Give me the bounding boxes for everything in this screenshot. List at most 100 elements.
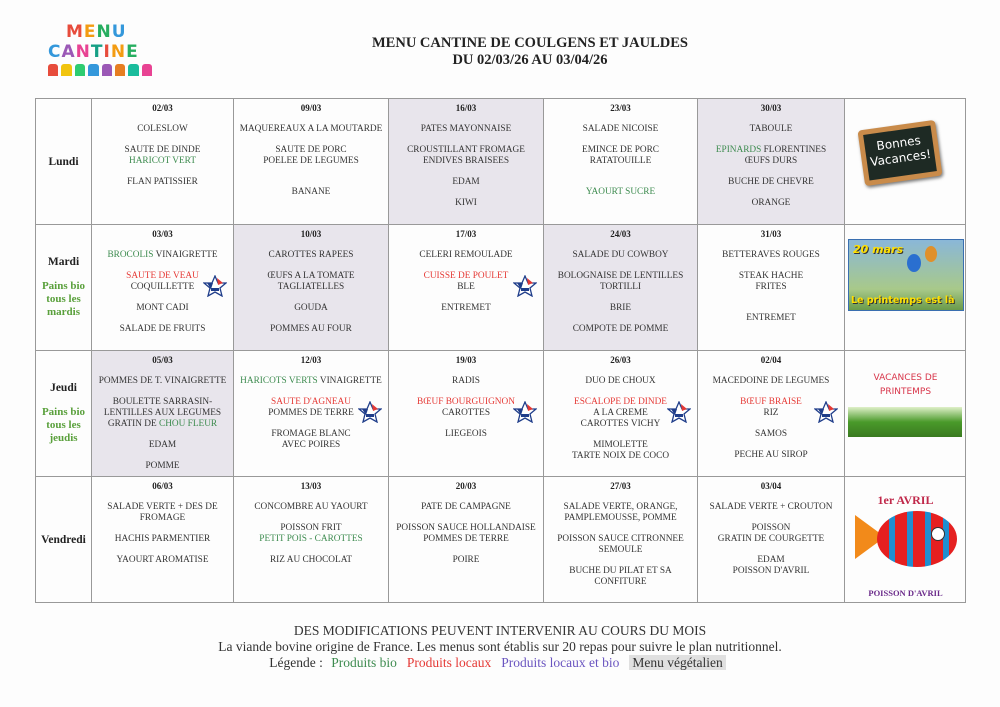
menu-item: CELERI REMOULADE — [419, 250, 513, 260]
menu-cell-content: 27/03 SALADE VERTE, ORANGE, PAMPLEMOUSSE, … — [544, 477, 697, 602]
menu-cell-content: 03/04 SALADE VERTE + CROUTON POISSON GRATIN… — [698, 477, 844, 602]
legend-label: Légende : — [269, 655, 327, 670]
menu-item: BŒUF BOURGUIGNON — [389, 397, 543, 408]
menu-item: POMMES DE TERRE — [268, 408, 354, 418]
picture-cell: Bonnes Vacances! — [844, 98, 966, 225]
menu-date: 20/03 — [455, 481, 477, 491]
menu-cell: 23/03 SALADE NICOISE EMINCE DE PORC RATATOU… — [543, 98, 698, 225]
menu-courses: BETTERAVES ROUGES STEAK HACHE FRITES ENTREM… — [698, 250, 844, 324]
menu-item: SEMOULE — [598, 545, 643, 555]
menu-courses: SALADE VERTE + DES DE FROMAGE HACHIS PARME… — [92, 502, 233, 566]
menu-item-text: VINAIGRETTE — [317, 376, 382, 386]
legend: Légende : Produits bio Produits locaux Pro… — [0, 655, 1000, 671]
menu-item: EPINARDS FLORENTINES — [698, 145, 844, 156]
menu-item: RATATOUILLE — [589, 156, 652, 166]
menu-item: RIZ AU CHOCOLAT — [269, 555, 353, 565]
menu-item: POELEE DE LEGUMES — [263, 156, 359, 166]
course-group: SALADE VERTE + DES DE FROMAGE — [92, 502, 233, 524]
menu-item-local: SAUTE D'AGNEAU — [271, 397, 351, 407]
course-group: MACEDOINE DE LEGUMES — [698, 376, 844, 387]
course-group: POISSON SAUCE HOLLANDAISE POMMES DE TERRE — [389, 523, 543, 545]
menu-item-local: SAUTE DE VEAU — [126, 271, 199, 281]
course-group: COLESLOW — [92, 124, 233, 135]
beef-origin-notice: La viande bovine origine de France. Les … — [218, 639, 782, 654]
menu-date: 30/03 — [760, 103, 782, 113]
menu-item: FRITES — [755, 282, 787, 292]
course-group: RADIS — [389, 376, 543, 387]
menu-courses: POMMES DE T. VINAIGRETTE BOULETTE SARRASI… — [92, 376, 233, 472]
menu-cell: 10/03 CAROTTES RAPEES ŒUFS A LA TOMATE TAGL… — [233, 224, 389, 351]
menu-item: SAUTE D'AGNEAU — [234, 397, 388, 408]
menu-item: CAROTTES VICHY — [580, 419, 661, 429]
menu-item: STEAK HACHE — [738, 271, 804, 281]
menu-courses: CAROTTES RAPEES ŒUFS A LA TOMATE TAGLIATEL… — [234, 250, 388, 335]
menu-cell: 02/04 MACEDOINE DE LEGUMES BŒUF BRAISE RIZ S… — [697, 350, 845, 477]
menu-item: ENTREMET — [441, 303, 491, 313]
course-group: CUISSE DE POULET BLE — [389, 271, 543, 293]
menu-cell-content: 26/03 DUO DE CHOUX ESCALOPE DE DINDE A LA C… — [544, 351, 697, 476]
course-group: POISSON FRIT PETIT POIS - CAROTTES — [234, 523, 388, 545]
course-group: EDAM — [389, 177, 543, 188]
menu-item: EMINCE DE PORC — [582, 145, 659, 155]
menu-item: POMME — [145, 461, 180, 471]
course-group: EMINCE DE PORC RATATOUILLE — [544, 145, 697, 167]
menu-item: AVEC POIRES — [281, 440, 341, 450]
course-group: BŒUF BRAISE RIZ — [698, 397, 844, 419]
menu-item-local: CUISSE DE POULET — [423, 271, 509, 281]
menu-cell-content: 03/03 BROCOLIS VINAIGRETTE SAUTE DE VEAU CO… — [92, 225, 233, 350]
menu-courses: HARICOTS VERTS VINAIGRETTE SAUTE D'AGNEAU… — [234, 376, 388, 451]
course-group: KIWI — [389, 198, 543, 209]
menu-item: EDAM — [452, 177, 480, 187]
menu-item: ŒUFS DURS — [744, 156, 798, 166]
course-group: GOUDA — [234, 303, 388, 314]
menu-item: RIZ — [763, 408, 779, 418]
menu-item: ORANGE — [751, 198, 791, 208]
menu-courses: RADIS BŒUF BOURGUIGNON CAROTTES LIEGEOIS — [389, 376, 543, 440]
course-group: POISSON SAUCE CITRONNEE SEMOULE — [544, 534, 697, 556]
menu-date: 02/03 — [152, 103, 173, 113]
course-group: SALADE VERTE, ORANGE, PAMPLEMOUSSE, POMME — [544, 502, 697, 524]
picture-cell: 1er AVRIL POISSON D'AVRIL — [844, 476, 966, 603]
menu-item-bio: BROCOLIS — [107, 250, 154, 260]
menu-cell: 20/03 PATE DE CAMPAGNE POISSON SAUCE HOLLA… — [388, 476, 544, 603]
menu-date: 03/03 — [152, 229, 173, 239]
course-group: COMPOTE DE POMME — [544, 324, 697, 335]
menu-cell: 12/03 HARICOTS VERTS VINAIGRETTE SAUTE D'A… — [233, 350, 389, 477]
course-group: SALADE DE FRUITS — [92, 324, 233, 335]
menu-item: FROMAGE BLANC — [271, 429, 351, 439]
menu-item: PAMPLEMOUSSE, POMME — [564, 513, 677, 523]
menu-date: 31/03 — [760, 229, 782, 239]
menu-cell: 03/04 SALADE VERTE + CROUTON POISSON GRATIN… — [697, 476, 845, 603]
course-group: TABOULE — [698, 124, 844, 135]
course-group: SAUTE D'AGNEAU POMMES DE TERRE — [234, 397, 388, 419]
day-label: Lundi — [48, 155, 79, 168]
picture-text: Le printemps est là — [851, 295, 955, 306]
menu-item-local: BŒUF BRAISE — [740, 397, 802, 407]
menu-item: A LA CREME — [593, 408, 648, 418]
menu-courses: SALADE DU COWBOY BOLOGNAISE DE LENTILLES T… — [544, 250, 697, 335]
menu-item: POMMES DE T. VINAIGRETTE — [98, 376, 227, 386]
course-group: POMME — [92, 461, 233, 472]
menu-item: PATE DE CAMPAGNE — [421, 502, 511, 512]
course-group: SAMOS — [698, 429, 844, 440]
course-group: SALADE VERTE + CROUTON — [698, 502, 844, 513]
menu-cell: 31/03 BETTERAVES ROUGES STEAK HACHE FRITES E… — [697, 224, 845, 351]
menu-item: SAUTE DE DINDE — [124, 145, 201, 155]
course-group: FLAN PATISSIER — [92, 177, 233, 188]
menu-row-lundi: Lundi 02/03 COLESLOW SAUTE DE DINDE HARICOT … — [35, 98, 966, 225]
menu-date: 24/03 — [610, 229, 631, 239]
menu-cell: 27/03 SALADE VERTE, ORANGE, PAMPLEMOUSSE, … — [543, 476, 698, 603]
course-group: YAOURT SUCRE — [544, 187, 697, 198]
menu-courses: BROCOLIS VINAIGRETTE SAUTE DE VEAU COQUILL… — [92, 250, 233, 335]
course-group: BETTERAVES ROUGES — [698, 250, 844, 261]
day-label: Vendredi — [41, 533, 86, 546]
bread-note: Pains bio tous les mardis — [41, 280, 86, 318]
legend-localbio: Produits locaux et bio — [501, 655, 620, 670]
menu-item: TABOULE — [749, 124, 793, 134]
course-group: CONCOMBRE AU YAOURT — [234, 502, 388, 513]
legend-veg: Menu végétalien — [629, 655, 726, 670]
menu-item: MACEDOINE DE LEGUMES — [712, 376, 830, 386]
picture-grass: VACANCES DE PRINTEMPS — [845, 351, 965, 476]
menu-cell-content: 12/03 HARICOTS VERTS VINAIGRETTE SAUTE D'A… — [234, 351, 388, 476]
menu-date: 13/03 — [300, 481, 322, 491]
